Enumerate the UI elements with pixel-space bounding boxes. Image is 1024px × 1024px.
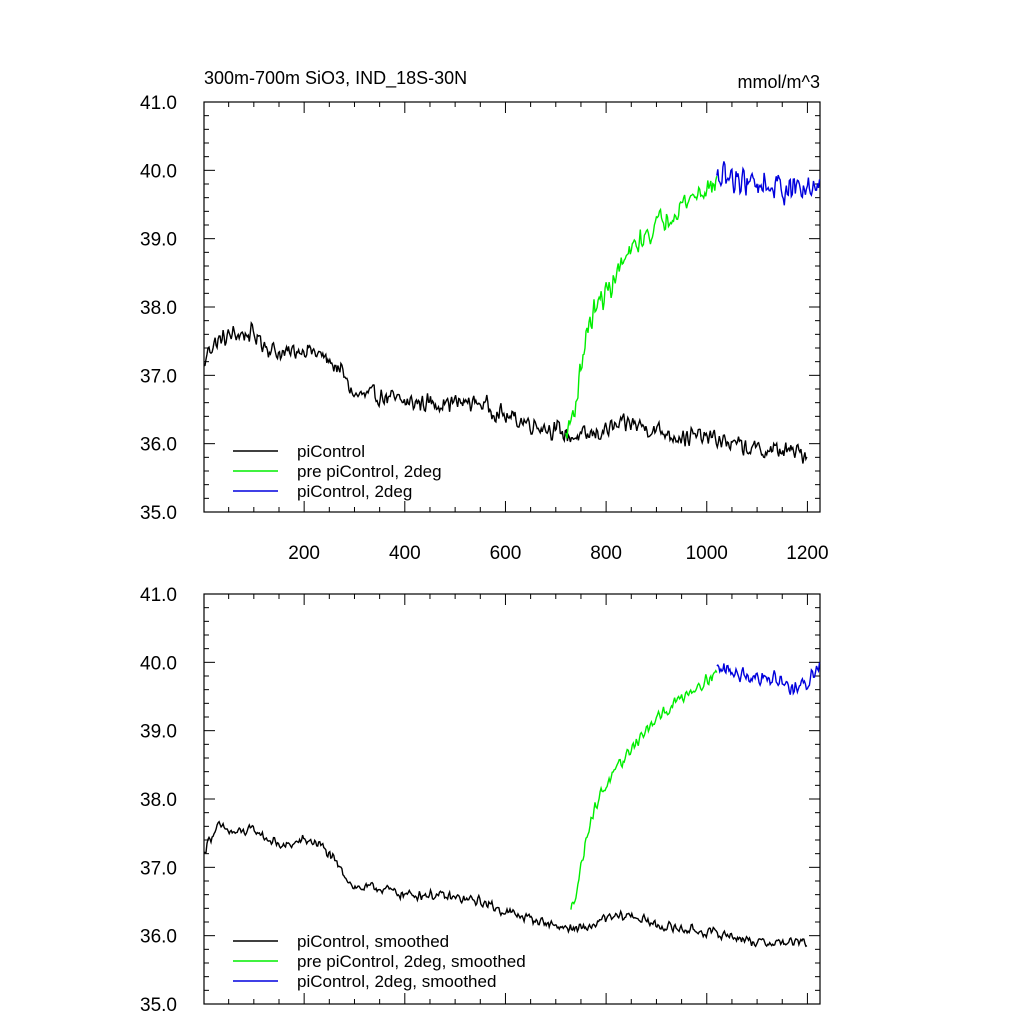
bottom-plot-panel: 35.0 36.0 37.0 38.0 39.0 40.0 41.0 piControl, …: [140, 585, 821, 1016]
y-tick-label: 36.0: [140, 927, 177, 948]
legend-label: piControl, smoothed: [297, 932, 449, 951]
top-plot-panel: 35.0 36.0 37.0 38.0 39.0 40.0 41.0 200 400 600 800…: [140, 68, 829, 564]
y-tick-label: 35.0: [140, 995, 177, 1016]
series-line-pre-picontrol-2deg: [565, 176, 718, 439]
y-tick-label: 35.0: [140, 503, 177, 524]
chart-title: 300m-700m SiO3, IND_18S-30N: [204, 68, 467, 89]
x-tick-label: 400: [389, 543, 421, 564]
legend-label: pre piControl, 2deg: [297, 462, 442, 481]
y-tick-label: 40.0: [140, 653, 177, 674]
y-tick-label: 38.0: [140, 298, 177, 319]
series-line-picontrol-smoothed: [203, 820, 808, 948]
x-tick-label: 800: [590, 543, 622, 564]
legend-label: pre piControl, 2deg, smoothed: [297, 952, 526, 971]
y-tick-label: 37.0: [140, 858, 177, 879]
series-line-picontrol-2deg-smoothed: [716, 662, 821, 696]
x-tick-label: 600: [490, 543, 522, 564]
y-tick-label: 41.0: [140, 93, 177, 114]
y-tick-label: 40.0: [140, 161, 177, 182]
y-tick-label: 37.0: [140, 366, 177, 387]
series-line-picontrol-2deg: [716, 161, 821, 206]
x-tick-label: 1200: [786, 543, 828, 564]
legend-label: piControl: [297, 442, 365, 461]
y-tick-label: 41.0: [140, 585, 177, 606]
x-tick-label: 1000: [686, 543, 728, 564]
legend-label: piControl, 2deg: [297, 482, 412, 501]
y-tick-label: 36.0: [140, 435, 177, 456]
units-label: mmol/m^3: [738, 72, 820, 92]
y-tick-label: 38.0: [140, 790, 177, 811]
x-tick-label: 200: [288, 543, 320, 564]
legend-label: piControl, 2deg, smoothed: [297, 972, 496, 991]
series-line-picontrol: [203, 320, 808, 464]
series-line-pre-picontrol-2deg-smoothed: [570, 669, 718, 910]
y-tick-label: 39.0: [140, 230, 177, 251]
y-tick-label: 39.0: [140, 722, 177, 743]
